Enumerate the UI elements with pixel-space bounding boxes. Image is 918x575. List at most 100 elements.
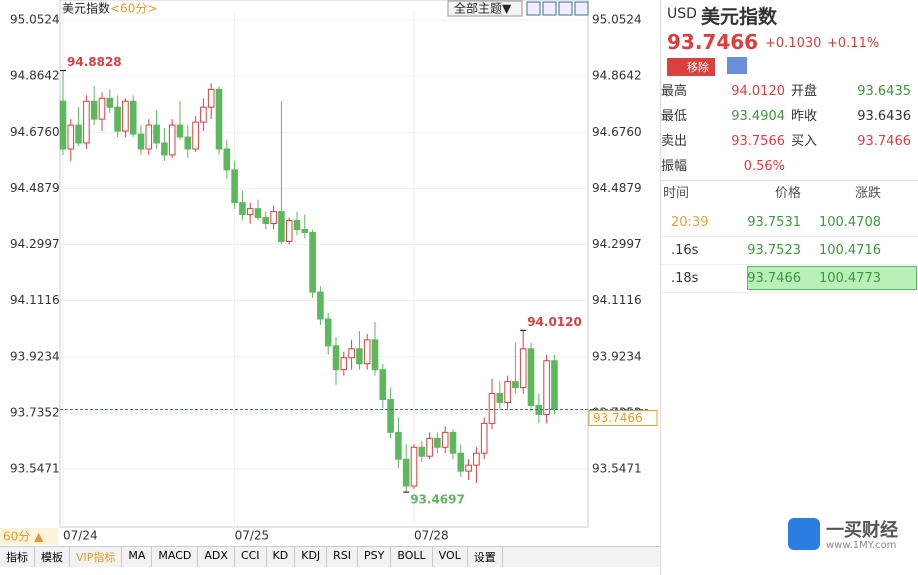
symbol: USD bbox=[667, 6, 697, 22]
candle-body bbox=[363, 339, 371, 365]
theme-box[interactable] bbox=[447, 0, 523, 17]
candle-body bbox=[262, 217, 270, 225]
candle-body bbox=[145, 124, 153, 150]
toolbar-tab[interactable]: BOLL bbox=[391, 547, 433, 567]
y-tick-label-right: 94.1116 bbox=[592, 293, 642, 307]
pct: +0.11% bbox=[827, 36, 880, 51]
candle-body bbox=[184, 136, 192, 150]
chart-title: 美元指数 bbox=[62, 1, 110, 16]
period-button[interactable]: 60分 ▲ bbox=[3, 530, 44, 544]
y-tick-label-right: 94.4879 bbox=[592, 181, 642, 195]
toolbar-tab[interactable]: 指标 bbox=[0, 547, 35, 567]
period-button-bg[interactable] bbox=[0, 528, 58, 545]
toolbar-tab[interactable]: VIP指标 bbox=[70, 547, 123, 567]
candle-body bbox=[59, 100, 67, 150]
quote-label: 昨收 bbox=[791, 109, 818, 124]
toolbar-tab[interactable]: VOL bbox=[433, 547, 468, 567]
candle-body bbox=[161, 142, 168, 156]
candle-body bbox=[223, 148, 231, 171]
tool-icons[interactable] bbox=[526, 1, 589, 16]
tick-cell: 100.4716 bbox=[818, 243, 881, 258]
candle-body bbox=[301, 229, 309, 233]
y-tick-label: 94.8642 bbox=[10, 69, 60, 83]
y-tick-label-right: 94.8642 bbox=[592, 69, 642, 83]
quote-label: 买入 bbox=[791, 134, 818, 149]
candle-body bbox=[254, 208, 262, 219]
quote-value: 93.7466 bbox=[857, 134, 911, 149]
y-tick-label: 94.6760 bbox=[10, 125, 60, 139]
candle-body bbox=[192, 121, 199, 150]
candle-body bbox=[543, 360, 550, 415]
y-tick-label: 94.1116 bbox=[10, 293, 60, 307]
candle-body bbox=[441, 431, 449, 448]
chart: 美元指数 <60分> 全部主题▼ 60分 ▲ 95.0524 95.0524 94.… bbox=[0, 0, 658, 545]
period[interactable]: <60分> bbox=[110, 2, 157, 16]
tick-cell: 93.7531 bbox=[747, 215, 801, 230]
toolbar-tab[interactable]: 设置 bbox=[468, 547, 503, 567]
toolbar-tab[interactable]: ADX bbox=[198, 547, 235, 567]
tick-cell: .18s bbox=[671, 271, 699, 286]
quote-value: 0.56% bbox=[743, 159, 785, 174]
candle-body bbox=[402, 458, 410, 487]
candle-body bbox=[270, 211, 277, 225]
quote-value: 93.4904 bbox=[731, 109, 785, 124]
candle-body bbox=[340, 357, 348, 371]
bell-button[interactable] bbox=[727, 57, 747, 74]
toolbar-tab[interactable]: CCI bbox=[235, 547, 267, 567]
candle-body bbox=[317, 291, 324, 320]
toolbar-tab[interactable]: MACD bbox=[152, 547, 199, 567]
candle-body bbox=[519, 348, 527, 389]
candle-body bbox=[285, 220, 293, 242]
y-tick-label-right: 93.9234 bbox=[592, 349, 642, 363]
candle-body bbox=[90, 100, 98, 120]
ticks-header: 时间 bbox=[663, 186, 690, 201]
change: +0.1030 bbox=[765, 36, 822, 51]
candle-body bbox=[488, 393, 496, 424]
candle-body bbox=[379, 369, 387, 401]
x-tick-label: 07/24 bbox=[63, 529, 98, 543]
quote-value: 93.7566 bbox=[731, 134, 785, 149]
brand: 一买财经 bbox=[826, 520, 898, 541]
toolbar-tab[interactable]: KDJ bbox=[295, 547, 328, 567]
x-tick-label: 07/28 bbox=[414, 529, 449, 543]
toolbar-tab[interactable]: KD bbox=[267, 547, 296, 567]
highlight bbox=[747, 266, 917, 290]
toolbar-tab[interactable]: PSY bbox=[358, 547, 392, 567]
candle-body bbox=[67, 124, 75, 150]
quote-value: 94.0120 bbox=[731, 84, 785, 99]
y-tick-label-right: 94.2997 bbox=[592, 237, 642, 251]
candle-body bbox=[153, 124, 160, 144]
y-tick-label: 94.2997 bbox=[10, 237, 60, 251]
remove-button[interactable]: 移除 bbox=[667, 58, 715, 76]
candle-body bbox=[527, 348, 535, 406]
quote-label: 最低 bbox=[661, 109, 688, 124]
candle-body bbox=[465, 464, 472, 472]
toolbar-tab[interactable]: 模板 bbox=[35, 547, 70, 567]
y-tick-label: 93.5471 bbox=[10, 461, 60, 475]
plot-frame bbox=[59, 0, 589, 528]
toolbar: 指标 模板 VIP指标 MA MACD ADX CCI KD KDJ RSI PSY BOLL VOL 设… bbox=[0, 546, 660, 567]
y-tick-label: 94.4879 bbox=[10, 181, 60, 195]
candle-body bbox=[387, 399, 394, 433]
toolbar-tab[interactable]: RSI bbox=[327, 547, 359, 567]
candle-body bbox=[200, 106, 207, 123]
candle-body bbox=[504, 381, 511, 404]
tick-cell: .16s bbox=[671, 243, 699, 258]
quote-label: 振幅 bbox=[661, 159, 688, 174]
candle-body bbox=[106, 97, 114, 108]
ticks-header: 涨跌 bbox=[854, 186, 881, 201]
candle-body bbox=[356, 348, 363, 365]
y-tick-label: 95.0524 bbox=[10, 12, 60, 26]
quote-value: 93.6435 bbox=[857, 84, 911, 99]
candle-body bbox=[551, 360, 558, 410]
candle-body bbox=[426, 437, 433, 457]
y-tick-label-right: 93.5471 bbox=[592, 461, 642, 475]
quote-value: 93.6436 bbox=[857, 109, 911, 124]
tick-cell: 93.7466 bbox=[747, 271, 801, 286]
quote-name: 美元指数 bbox=[701, 6, 778, 28]
candle-body bbox=[75, 124, 82, 144]
candle-body bbox=[129, 100, 137, 135]
theme-menu[interactable]: 全部主题▼ bbox=[454, 1, 512, 16]
toolbar-tab[interactable]: MA bbox=[122, 547, 153, 567]
